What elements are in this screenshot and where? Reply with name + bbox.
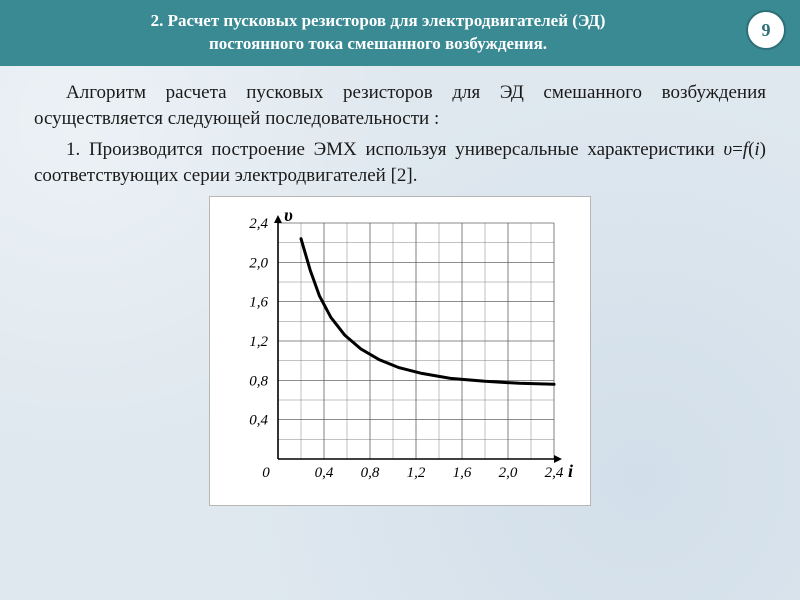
svg-text:2,4: 2,4 <box>249 216 268 232</box>
svg-text:1,6: 1,6 <box>453 465 472 481</box>
svg-text:0,4: 0,4 <box>249 413 268 429</box>
p2-prefix: 1. Производится построение ЭМХ используя… <box>66 139 723 160</box>
svg-text:υ: υ <box>284 205 293 225</box>
svg-text:1,2: 1,2 <box>407 465 426 481</box>
svg-text:0,8: 0,8 <box>361 465 380 481</box>
svg-text:0,8: 0,8 <box>249 374 268 390</box>
svg-text:0: 0 <box>262 465 270 481</box>
paragraph-1: Алгоритм расчета пусковых резисторов для… <box>34 80 766 131</box>
header-title-line1: 2. Расчет пусковых резисторов для электр… <box>16 10 740 33</box>
content-area: Алгоритм расчета пусковых резисторов для… <box>0 66 800 517</box>
section-header: 2. Расчет пусковых резисторов для электр… <box>0 0 800 66</box>
svg-text:2,4: 2,4 <box>545 465 564 481</box>
emx-chart: 0 0,4 0,8 1,2 1,6 2,0 2,4 0,4 0,8 1,2 1,6 2,0 2,4 υ i <box>216 201 584 501</box>
p2-suffix: соответствующих серии электродвигателей … <box>34 165 418 186</box>
svg-text:i: i <box>568 461 573 481</box>
formula-close: ) <box>760 139 766 160</box>
formula-v: υ <box>723 139 732 160</box>
svg-text:1,6: 1,6 <box>249 295 268 311</box>
page-number-badge: 9 <box>746 10 786 50</box>
chart-container: 0 0,4 0,8 1,2 1,6 2,0 2,4 0,4 0,8 1,2 1,6 2,0 2,4 υ i <box>34 196 766 506</box>
svg-text:0,4: 0,4 <box>315 465 334 481</box>
svg-text:1,2: 1,2 <box>249 334 268 350</box>
chart-frame: 0 0,4 0,8 1,2 1,6 2,0 2,4 0,4 0,8 1,2 1,6 2,0 2,4 υ i <box>209 196 591 506</box>
svg-text:2,0: 2,0 <box>249 256 268 272</box>
header-title-line2: постоянного тока смешанного возбуждения. <box>16 33 740 56</box>
page-number: 9 <box>762 18 771 42</box>
formula-eq: = <box>732 139 743 160</box>
paragraph-2: 1. Производится построение ЭМХ используя… <box>34 137 766 188</box>
svg-text:2,0: 2,0 <box>499 465 518 481</box>
